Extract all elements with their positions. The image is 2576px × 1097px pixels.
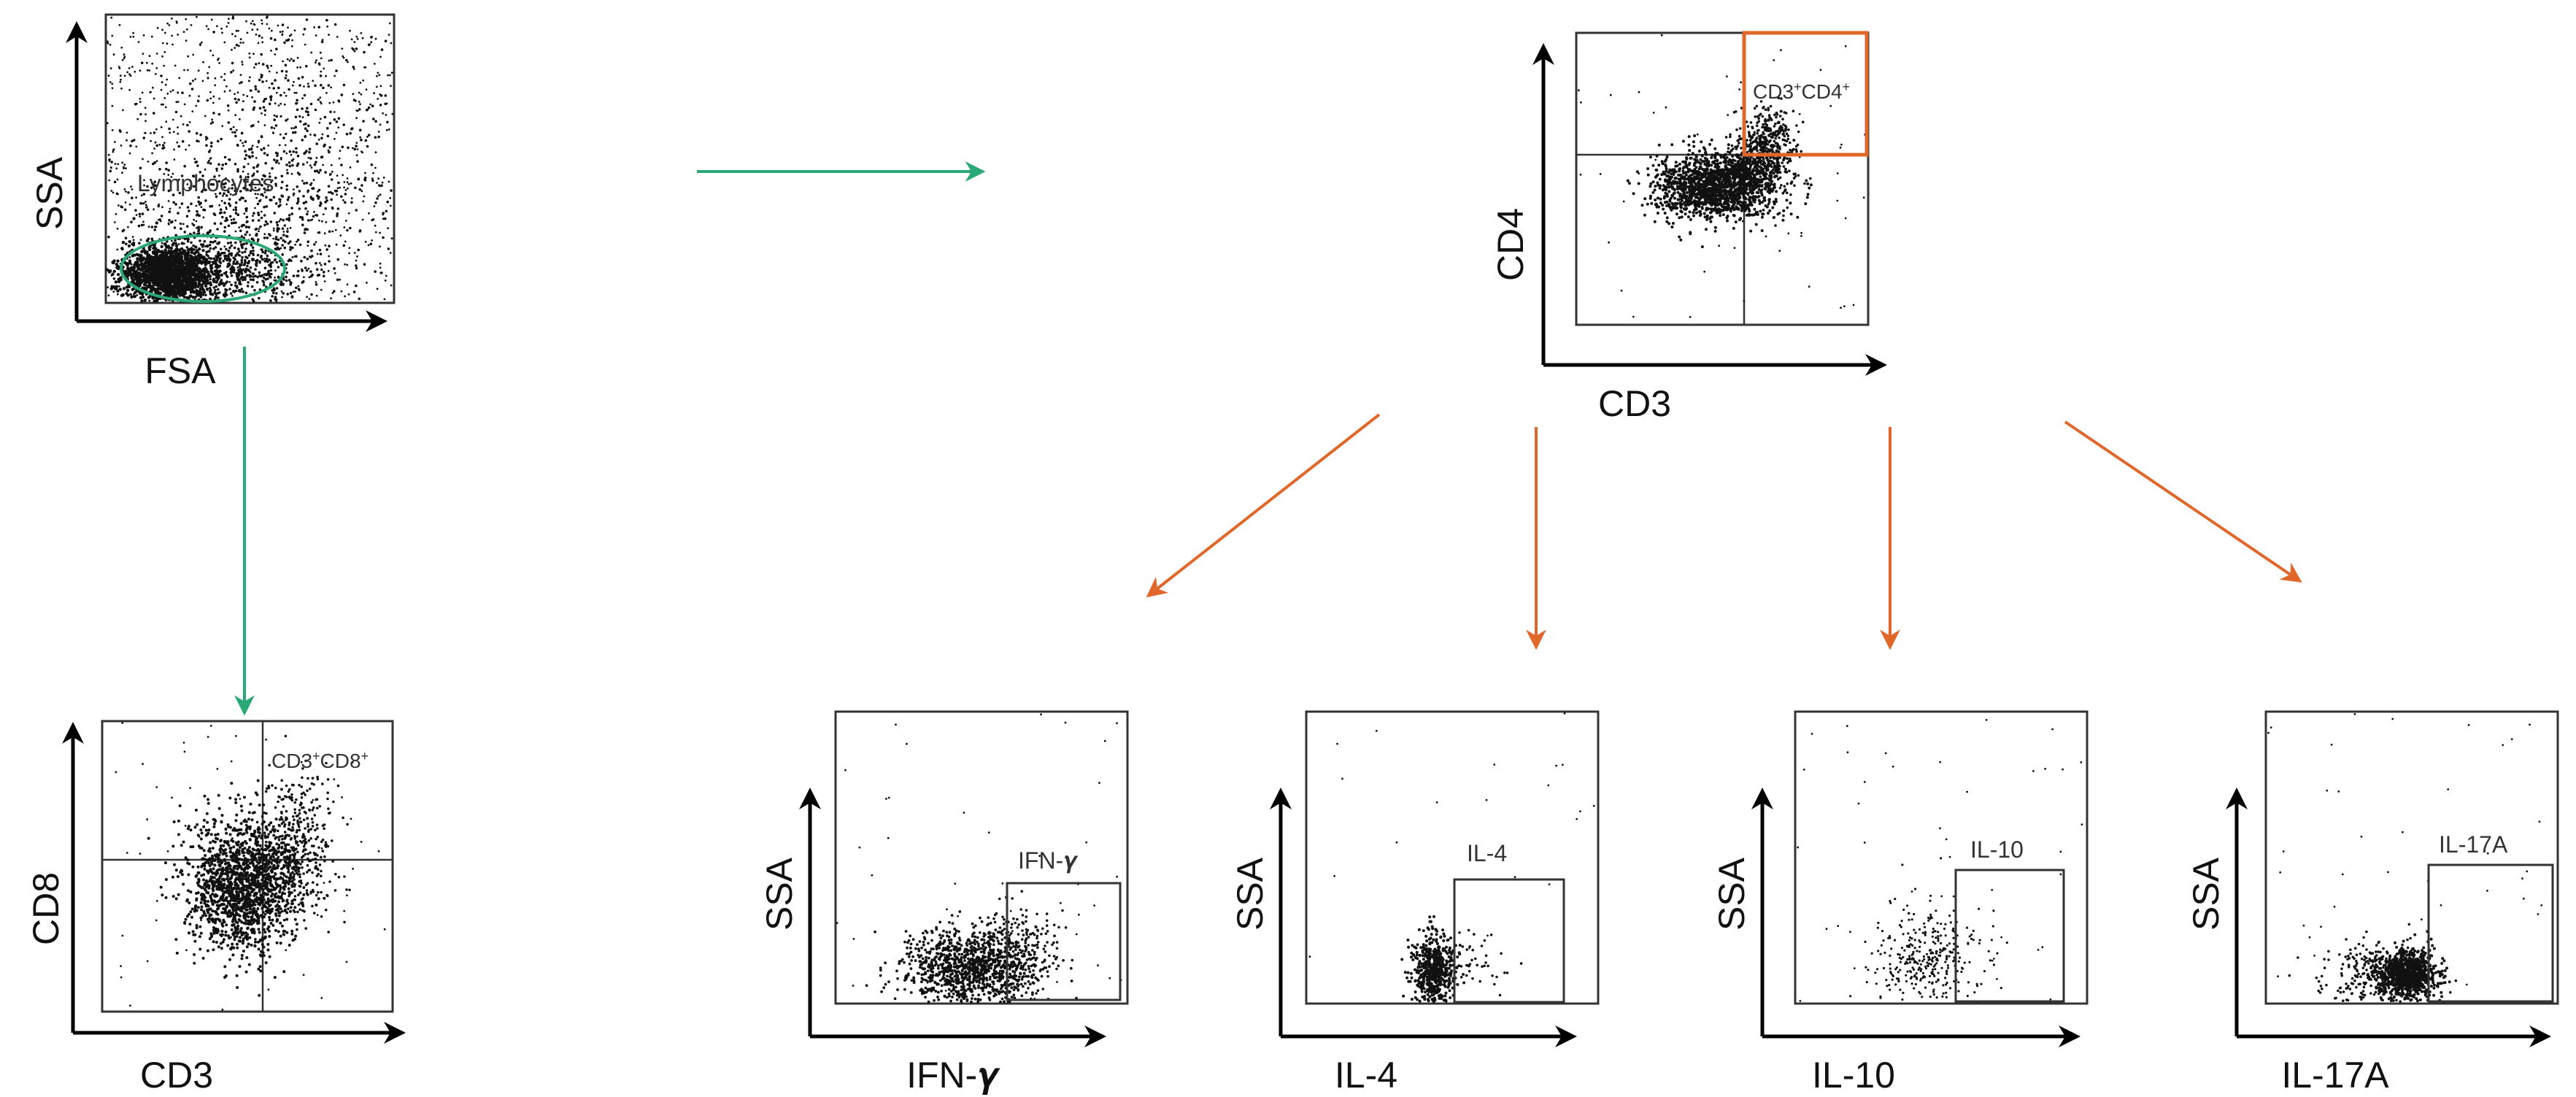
- il10-gate: [1954, 869, 2065, 1003]
- il4-gate: [1453, 878, 1565, 1004]
- gate-label: CD3+CD4+: [1753, 80, 1850, 103]
- ifn-gamma-plot: IFN-𝜸 SSA IFN-𝜸: [759, 710, 1129, 1096]
- plot-frame: [1305, 710, 1600, 1005]
- plot-frame: [2264, 710, 2559, 1005]
- x-axis-label: FSA: [144, 350, 216, 391]
- plot-frame: [101, 720, 394, 1013]
- x-axis-label: CD3: [140, 1055, 213, 1096]
- scatter-dots: [1797, 719, 2083, 1004]
- y-axis-label: SSA: [1230, 857, 1270, 931]
- cd4-plot: CD3+CD4+ CD4 CD3: [1490, 31, 1887, 424]
- lymphocyte-plot: Lymphocytes SSA FSA: [29, 13, 396, 391]
- il10-plot: IL-10 SSA IL-10: [1711, 710, 2089, 1096]
- gate-label: CD3+CD8+: [271, 749, 369, 772]
- scatter-dots: [1308, 712, 1595, 1004]
- il4-plot: IL-4 SSA IL-4: [1230, 710, 1600, 1096]
- plot-frame: [834, 710, 1129, 1005]
- scatter-dots: [2267, 713, 2543, 1004]
- ifn-gamma-gate: [1006, 882, 1122, 1001]
- scatter-dots: [105, 15, 394, 303]
- gate-label: Lymphocytes: [137, 170, 274, 196]
- gate-label: IL-10: [1970, 836, 2024, 863]
- plot-frame: [1575, 31, 1870, 326]
- x-axis-label: IL-4: [1335, 1055, 1397, 1096]
- y-axis-label: CD8: [26, 872, 66, 945]
- x-axis-label: CD3: [1598, 383, 1671, 424]
- y-axis-label: SSA: [29, 156, 70, 230]
- cd3-cd4-gate: [1742, 31, 1869, 157]
- scatter-dots: [836, 713, 1122, 1004]
- lymphocyte-gate: [120, 234, 286, 303]
- orange-arrow-icon: [2064, 420, 2302, 583]
- scatter-dots: [115, 722, 386, 1011]
- cd8-plot: CD3+CD8+ CD8 CD3: [26, 720, 406, 1096]
- gate-label: IL-17A: [2439, 831, 2508, 858]
- y-axis-label: SSA: [759, 857, 800, 931]
- gate-label: IFN-𝜸: [1018, 847, 1079, 874]
- y-axis-label: SSA: [2186, 857, 2226, 931]
- x-axis-label: IL-17A: [2281, 1055, 2389, 1096]
- plot-frame: [1794, 710, 2089, 1005]
- il17a-plot: IL-17A SSA IL-17A: [2186, 710, 2559, 1096]
- y-axis-label: CD4: [1490, 208, 1531, 281]
- x-axis-label: IFN-𝜸: [906, 1055, 1000, 1096]
- plot-frame: [104, 13, 396, 304]
- scatter-dots: [1578, 34, 1867, 318]
- y-axis-label: SSA: [1711, 857, 1752, 931]
- orange-arrow-icon: [1146, 413, 1381, 598]
- gate-label: IL-4: [1467, 840, 1507, 866]
- il17a-gate: [2427, 863, 2554, 1003]
- x-axis-label: IL-10: [1812, 1055, 1895, 1096]
